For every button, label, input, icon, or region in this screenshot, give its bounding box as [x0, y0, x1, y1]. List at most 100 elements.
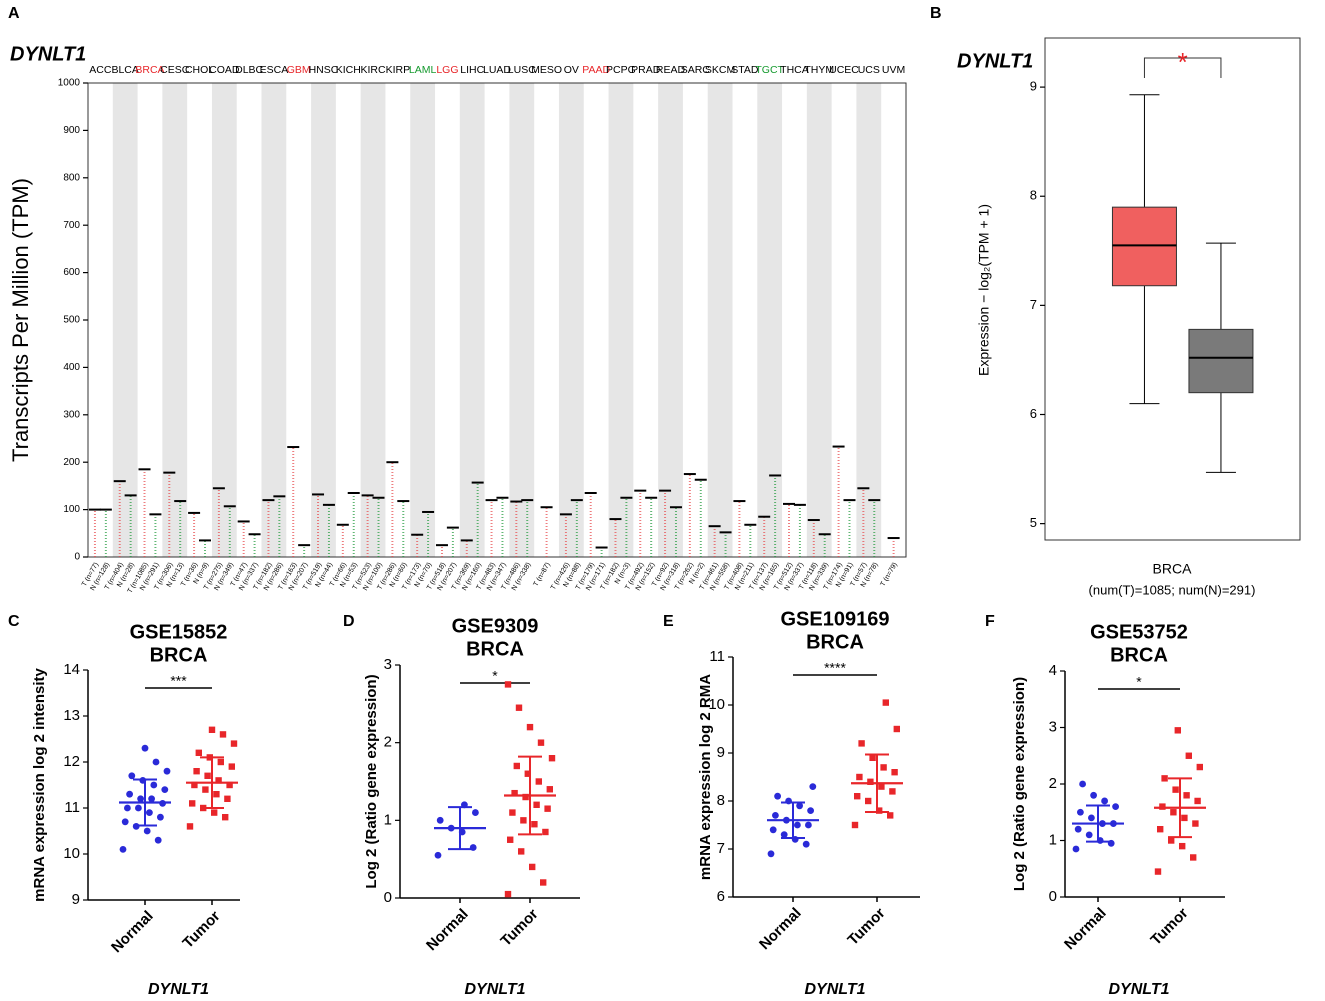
y-tick-label: 500 — [63, 315, 80, 326]
data-point — [1190, 854, 1197, 861]
data-point — [809, 783, 817, 790]
category-label: BLCA — [111, 64, 138, 76]
data-point — [882, 699, 889, 706]
category-label: KICH — [336, 64, 361, 76]
category-label: KIRP — [386, 64, 411, 76]
x-axis-label: DYNLT1 — [148, 981, 209, 998]
panel-letter: F — [985, 613, 995, 630]
category-label: PCPG — [606, 64, 636, 76]
y-tick-label: 3 — [384, 656, 392, 673]
y-tick-label: 8 — [1030, 188, 1037, 203]
y-tick-label: 0 — [1049, 888, 1057, 905]
x-tick-label: Normal — [108, 908, 157, 957]
y-axis-label: Log 2 (Ratio gene expression) — [363, 674, 380, 888]
x-axis-label: DYNLT1 — [1108, 981, 1169, 998]
y-axis-label: mRNA expression log 2 RMA — [697, 674, 714, 880]
plot-frame — [1044, 37, 1301, 541]
chart-subtitle: BRCA — [150, 644, 208, 666]
data-point — [887, 812, 894, 819]
y-tick-label: 200 — [63, 457, 80, 468]
data-point — [1194, 797, 1201, 805]
y-tick-label: 700 — [63, 220, 80, 231]
data-point — [1157, 826, 1164, 833]
x-axis-label: DYNLT1 — [804, 981, 865, 998]
y-tick-label: 6 — [1030, 406, 1037, 421]
data-point — [217, 758, 224, 766]
data-point — [524, 770, 531, 777]
category-label: LGG — [436, 64, 458, 76]
y-tick-label: 12 — [63, 753, 80, 770]
significance: *** — [170, 673, 187, 689]
data-point — [215, 777, 222, 784]
y-tick-label: 3 — [1049, 718, 1057, 735]
data-point — [807, 807, 814, 814]
data-point — [224, 795, 231, 802]
y-tick-label: 7 — [1030, 297, 1037, 312]
category-label: HNSC — [309, 64, 339, 76]
data-point — [436, 816, 444, 824]
data-point — [1168, 837, 1175, 844]
data-point — [869, 754, 876, 761]
data-point — [504, 890, 512, 898]
data-point — [889, 788, 896, 795]
data-point — [865, 797, 872, 805]
data-point — [226, 781, 233, 789]
category-label: MESO — [531, 64, 562, 76]
data-point — [515, 704, 523, 711]
data-point — [507, 836, 514, 843]
data-point — [1183, 792, 1190, 799]
y-axis-label: Transcripts Per Million (TPM) — [8, 178, 33, 462]
data-point — [854, 793, 861, 800]
data-point — [1181, 814, 1188, 822]
column-band — [608, 83, 634, 557]
data-point — [851, 821, 859, 829]
column-band — [558, 83, 584, 557]
y-tick-label: 4 — [1049, 662, 1057, 679]
data-point — [434, 851, 442, 859]
data-point — [124, 804, 131, 812]
box — [1188, 328, 1254, 394]
data-point — [1174, 727, 1181, 734]
data-point — [1185, 752, 1192, 759]
category-label: LAML — [409, 64, 437, 76]
data-point — [1077, 808, 1084, 816]
column-band — [459, 83, 485, 557]
chart-title: GSE9309 — [452, 615, 539, 637]
significance: * — [492, 668, 498, 684]
x-tick-label: Tumor — [844, 905, 888, 949]
data-point — [772, 812, 779, 819]
y-tick-label: 400 — [63, 362, 80, 373]
data-point — [163, 767, 171, 775]
data-point — [204, 772, 211, 779]
data-point — [472, 809, 479, 816]
data-point — [1159, 803, 1166, 810]
data-point — [202, 786, 209, 793]
category-label: READ — [656, 64, 686, 76]
y-tick-label: 10 — [63, 845, 80, 862]
chart-title: DYNLT1 — [10, 43, 86, 65]
data-point — [143, 827, 151, 835]
panel-letter: E — [663, 613, 674, 630]
data-point — [141, 744, 149, 752]
data-point — [228, 763, 235, 770]
category-label: SARC — [681, 64, 711, 76]
column-band — [658, 83, 683, 557]
data-point — [211, 809, 218, 816]
y-tick-label: 300 — [63, 409, 80, 420]
data-point — [891, 769, 898, 776]
data-point — [191, 781, 198, 789]
y-tick-label: 9 — [72, 891, 80, 908]
x-tick-label: Tumor — [497, 906, 541, 950]
y-tick-label: 5 — [1030, 515, 1037, 530]
category-label: ESCA — [260, 64, 289, 76]
y-axis-label: Expression − log₂(TPM + 1) — [976, 204, 992, 376]
column-band — [410, 83, 436, 557]
data-point — [540, 879, 547, 886]
box — [1111, 206, 1177, 287]
data-point — [518, 848, 525, 855]
column-band — [757, 83, 783, 557]
data-point — [522, 793, 529, 801]
data-point — [186, 823, 194, 830]
data-point — [135, 804, 142, 812]
data-point — [1192, 820, 1199, 827]
